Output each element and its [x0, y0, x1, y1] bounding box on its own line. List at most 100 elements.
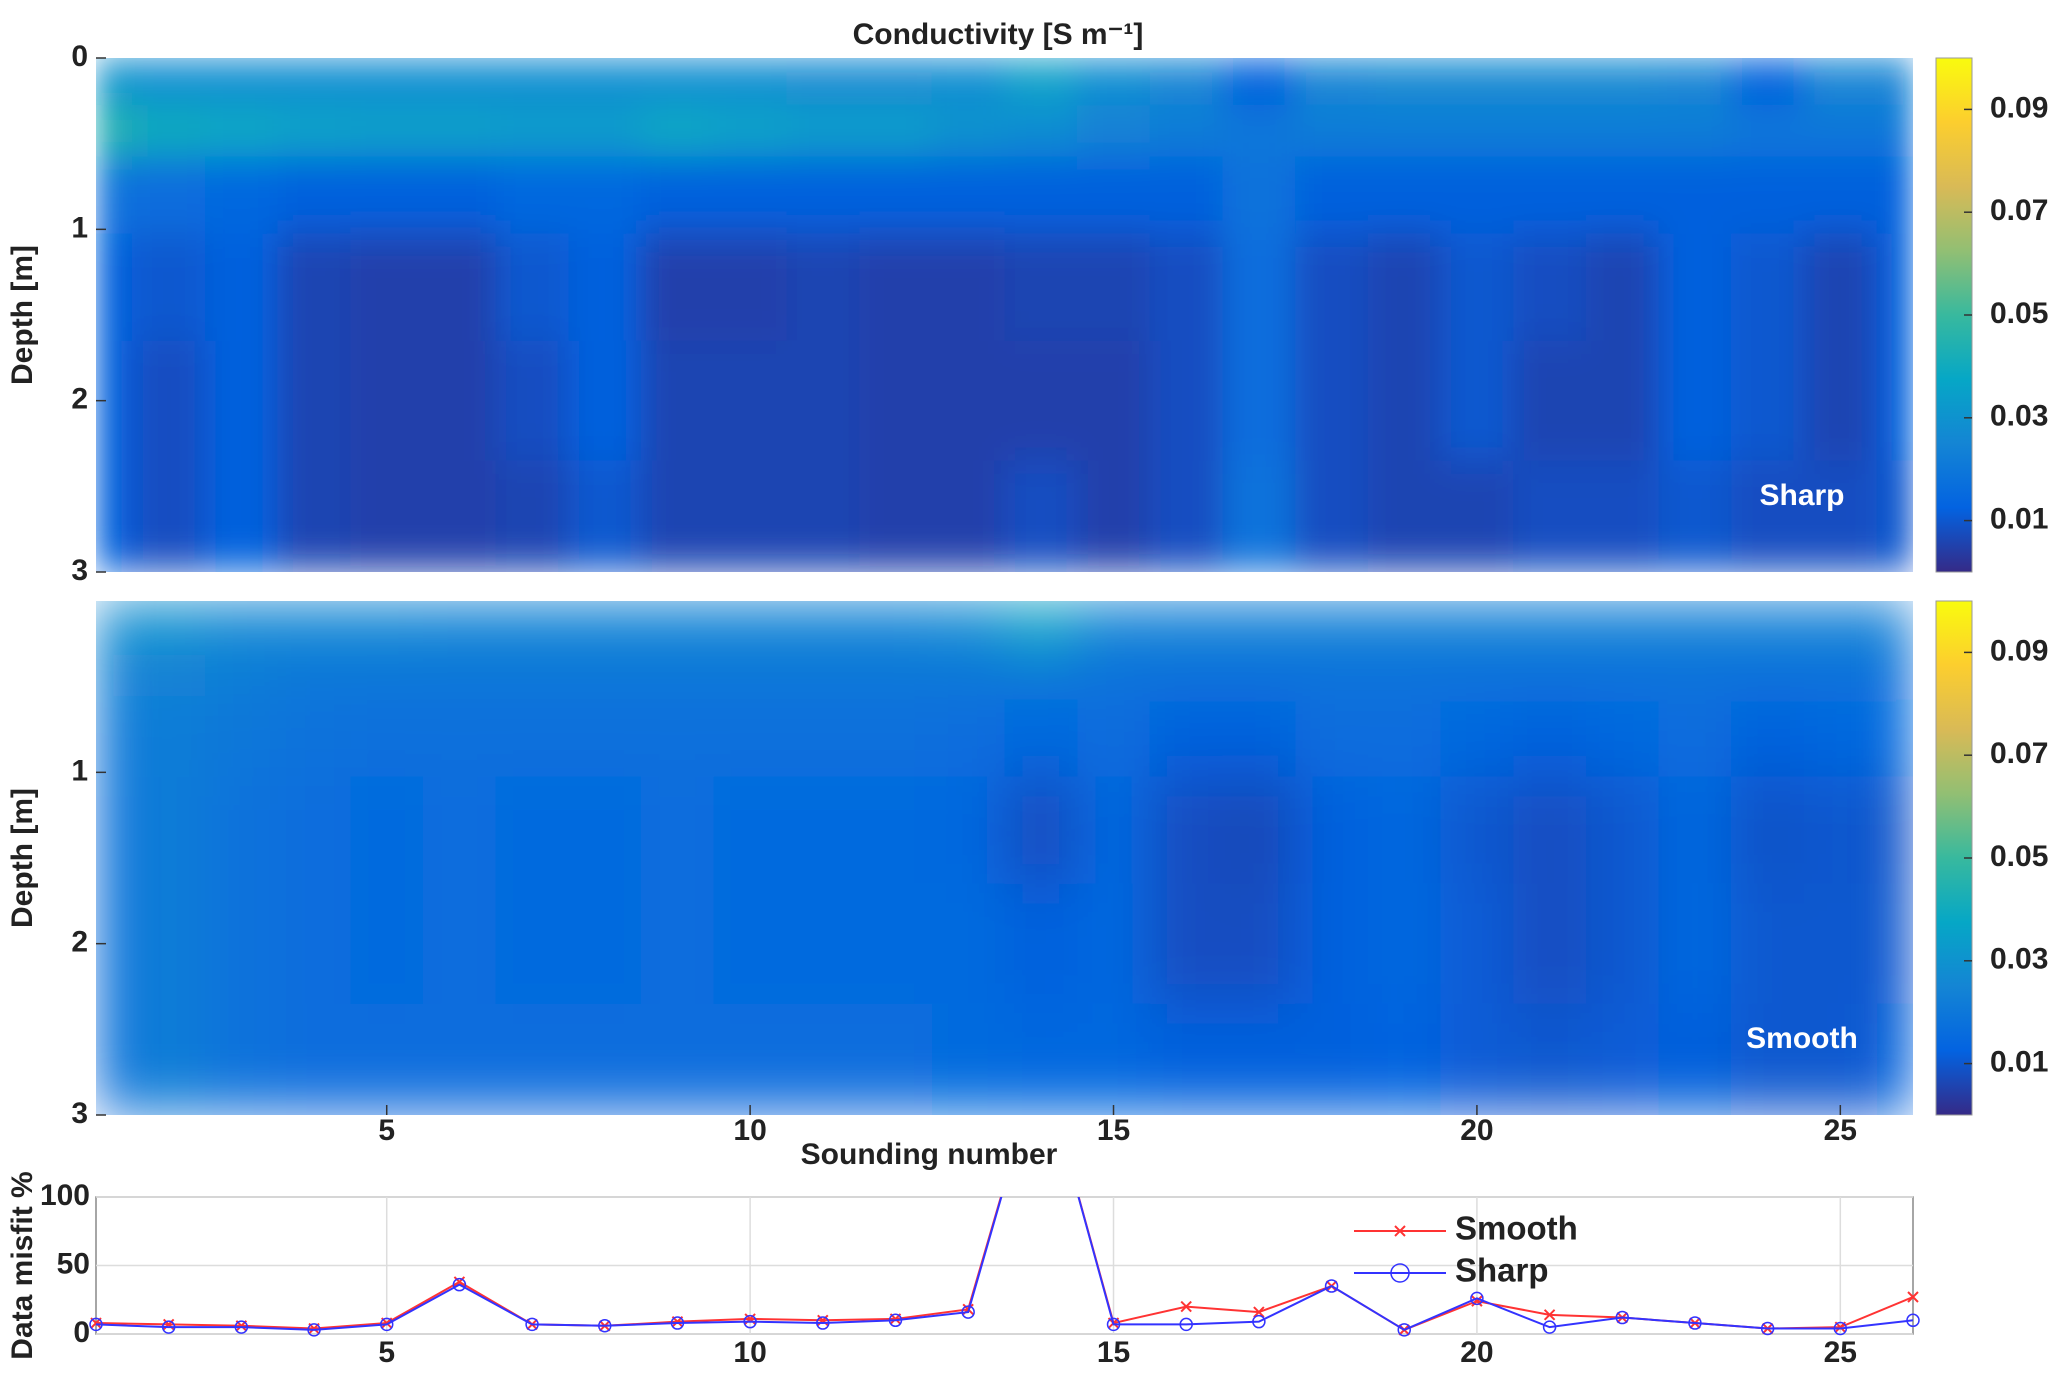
- cell: [1513, 601, 1587, 649]
- cell: [350, 699, 424, 778]
- cell: [1876, 883, 1913, 1005]
- marker: [1833, 1321, 1848, 1336]
- cell: [713, 105, 787, 158]
- cell: [713, 648, 787, 701]
- cell: [1803, 776, 1878, 885]
- cell: [1149, 699, 1224, 778]
- cell: [1513, 233, 1587, 342]
- cell: [495, 776, 569, 885]
- cell: [1367, 340, 1442, 462]
- cell: [495, 233, 569, 342]
- cell: [1077, 883, 1151, 1005]
- marker: [453, 1276, 466, 1288]
- cell: [1585, 340, 1660, 462]
- cell: [205, 105, 279, 158]
- cell: [1440, 233, 1514, 342]
- cell: [1585, 1003, 1660, 1115]
- cell: [859, 776, 933, 885]
- cell: [350, 340, 424, 462]
- cell: [1585, 156, 1660, 235]
- cell: [568, 776, 642, 885]
- marker: [1470, 1291, 1484, 1306]
- cell: [1367, 233, 1442, 342]
- cell: [495, 460, 569, 572]
- cell: [568, 648, 642, 701]
- cell: [1077, 1003, 1151, 1115]
- cell: [1149, 601, 1224, 649]
- cell: [786, 105, 860, 158]
- cell: [423, 460, 497, 572]
- cell: [1004, 648, 1078, 701]
- cell: [1876, 699, 1913, 778]
- cell: [859, 699, 933, 778]
- cell: [495, 699, 569, 778]
- cell: [1077, 105, 1151, 158]
- cell: [205, 460, 279, 572]
- marker: [525, 1317, 539, 1332]
- cell: [1295, 699, 1369, 778]
- cell: [1803, 601, 1878, 649]
- cell: [1149, 58, 1224, 106]
- cell: [1295, 156, 1369, 235]
- y-axis-label: Depth [m]: [6, 245, 39, 385]
- cell: [277, 460, 351, 572]
- cell: [713, 1003, 787, 1115]
- cell: [1149, 883, 1224, 1005]
- cell: [96, 776, 133, 885]
- cell: [641, 460, 715, 572]
- cell: [205, 699, 279, 778]
- cell: [859, 1003, 933, 1115]
- marker: [1471, 1295, 1483, 1307]
- cell: [1658, 156, 1732, 235]
- cell: [1440, 58, 1514, 106]
- cell: [1077, 648, 1151, 701]
- cell: [1004, 233, 1078, 342]
- marker: [1907, 1291, 1919, 1303]
- cell: [423, 883, 497, 1005]
- cell: [859, 58, 933, 106]
- cell: [786, 699, 860, 778]
- cell: [931, 883, 1005, 1005]
- marker: [961, 1305, 975, 1319]
- x-tick-label: 20: [1460, 1336, 1493, 1369]
- cell: [713, 233, 787, 342]
- cell: [713, 601, 787, 649]
- legend-marker: [1390, 1263, 1410, 1283]
- x-tick-label: 25: [1824, 1114, 1857, 1147]
- cell: [931, 105, 1005, 158]
- cell: [641, 233, 715, 342]
- cell: [1658, 699, 1732, 778]
- cell: [786, 648, 860, 701]
- cell: [350, 648, 424, 701]
- cell: [1731, 776, 1805, 885]
- cell: [1440, 156, 1514, 235]
- cell: [1149, 776, 1224, 885]
- cell: [641, 1003, 715, 1115]
- cell: [1513, 648, 1587, 701]
- x-tick-label: 25: [1824, 1336, 1857, 1369]
- cell: [1803, 1003, 1878, 1115]
- cell: [931, 601, 1005, 649]
- series-group: [89, 1197, 1920, 1337]
- cell: [1803, 340, 1878, 462]
- cell: [1803, 233, 1878, 342]
- cell: [132, 58, 206, 106]
- marker: [598, 1319, 612, 1333]
- cell: [931, 156, 1005, 235]
- cell: [931, 648, 1005, 701]
- cell: [1295, 648, 1369, 701]
- cell: [1222, 58, 1296, 106]
- cell: [132, 460, 206, 572]
- cell: [96, 156, 133, 235]
- cell: [350, 58, 424, 106]
- cell: [1513, 156, 1587, 235]
- cell: [1513, 58, 1587, 106]
- y-axis-label: Data misfit %: [6, 1171, 39, 1359]
- cell: [423, 601, 497, 649]
- cell: [641, 601, 715, 649]
- cell: [859, 105, 933, 158]
- cell: [1513, 460, 1587, 572]
- cell: [568, 156, 642, 235]
- cell: [1440, 105, 1514, 158]
- colorbar-tick-label: 0.09: [1990, 634, 2048, 667]
